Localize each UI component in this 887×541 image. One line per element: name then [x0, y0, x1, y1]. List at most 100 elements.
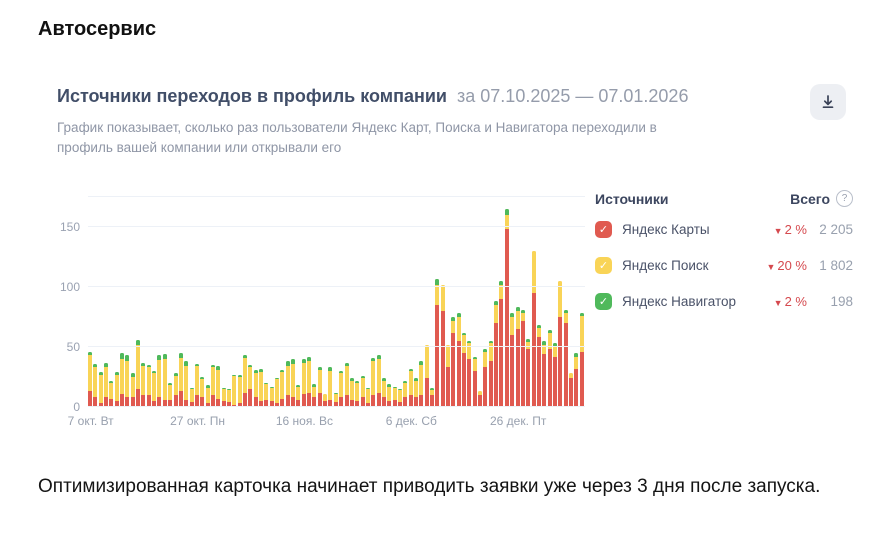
bar-column[interactable] [141, 362, 146, 407]
bar-column[interactable] [109, 380, 114, 407]
bar-column[interactable] [520, 309, 525, 407]
bar-column[interactable] [446, 344, 451, 407]
bar-column[interactable] [397, 389, 402, 407]
bar-column[interactable] [93, 363, 98, 407]
bar-column[interactable] [339, 371, 344, 407]
bar-column[interactable] [462, 332, 467, 407]
bar-column[interactable] [264, 383, 269, 407]
bar-column[interactable] [194, 363, 199, 407]
bar-column[interactable] [184, 361, 189, 407]
bar-column[interactable] [130, 373, 135, 407]
legend-row-1[interactable]: ✓ Яндекс Поиск ▼ 20 % 1 802 [595, 257, 853, 274]
bar-column[interactable] [574, 353, 579, 407]
bar-column[interactable] [579, 313, 584, 407]
bar-column[interactable] [136, 339, 141, 407]
bar-column[interactable] [301, 359, 306, 407]
bar-column[interactable] [371, 357, 376, 407]
bar-column[interactable] [344, 362, 349, 407]
bar-column[interactable] [178, 353, 183, 407]
bar-column[interactable] [376, 355, 381, 407]
bar-column[interactable] [242, 355, 247, 407]
help-icon[interactable]: ? [836, 190, 853, 207]
bar-column[interactable] [355, 380, 360, 407]
bar-column[interactable] [504, 209, 509, 407]
bar-column[interactable] [531, 251, 536, 407]
bar-column[interactable] [98, 372, 103, 407]
bar-column[interactable] [162, 354, 167, 407]
bar-column[interactable] [381, 378, 386, 407]
bar-column[interactable] [200, 377, 205, 407]
bar-column[interactable] [216, 366, 221, 407]
bar-column[interactable] [403, 380, 408, 407]
bar-column[interactable] [440, 284, 445, 407]
bar-column[interactable] [435, 278, 440, 407]
bar-column[interactable] [210, 365, 215, 407]
bar-column[interactable] [456, 313, 461, 407]
bar-column[interactable] [483, 349, 488, 407]
bar-column[interactable] [259, 368, 263, 407]
bar-column[interactable] [189, 387, 194, 407]
bar-column[interactable] [275, 378, 280, 407]
bar-column[interactable] [365, 387, 370, 407]
bar-column[interactable] [558, 281, 563, 407]
bar-column[interactable] [328, 367, 333, 407]
legend-checkbox-icon[interactable]: ✓ [595, 293, 612, 310]
bar-column[interactable] [248, 365, 253, 407]
bar-column[interactable] [88, 351, 92, 407]
bar-column[interactable] [114, 372, 119, 407]
bar-column[interactable] [552, 343, 557, 407]
bar-column[interactable] [510, 313, 515, 407]
bar-column[interactable] [232, 374, 237, 407]
bar-column[interactable] [226, 389, 231, 407]
bar-column[interactable] [387, 384, 392, 407]
legend-row-2[interactable]: ✓ Яндекс Навигатор ▼ 2 % 198 [595, 293, 853, 310]
legend-checkbox-icon[interactable]: ✓ [595, 257, 612, 274]
bar-column[interactable] [296, 385, 301, 407]
bar-column[interactable] [168, 383, 173, 407]
bar-column[interactable] [157, 355, 162, 407]
bar-column[interactable] [269, 386, 274, 407]
bar-column[interactable] [536, 325, 541, 407]
bar-column[interactable] [408, 368, 413, 407]
bar-column[interactable] [221, 387, 226, 407]
bar-column[interactable] [104, 362, 109, 407]
bar-column[interactable] [488, 341, 493, 407]
bar-column[interactable] [323, 393, 328, 407]
bar-column[interactable] [205, 385, 210, 407]
bar-column[interactable] [568, 373, 573, 407]
bar-column[interactable] [430, 387, 434, 407]
legend-row-0[interactable]: ✓ Яндекс Карты ▼ 2 % 2 205 [595, 221, 853, 238]
bar-column[interactable] [478, 391, 483, 407]
bar-column[interactable] [413, 378, 418, 407]
bar-column[interactable] [280, 369, 285, 407]
bar-column[interactable] [360, 375, 365, 407]
bar-column[interactable] [472, 356, 477, 407]
bar-column[interactable] [146, 365, 151, 407]
bar-column[interactable] [333, 392, 338, 407]
bar-column[interactable] [125, 355, 130, 407]
bar-column[interactable] [451, 317, 456, 407]
bar-column[interactable] [285, 361, 290, 407]
bar-column[interactable] [547, 330, 552, 407]
bar-column[interactable] [419, 361, 424, 407]
bar-column[interactable] [392, 386, 397, 407]
bar-column[interactable] [424, 344, 429, 407]
bar-column[interactable] [173, 373, 178, 407]
download-button[interactable] [810, 84, 846, 120]
bar-column[interactable] [317, 367, 322, 407]
bar-column[interactable] [515, 307, 520, 407]
legend-checkbox-icon[interactable]: ✓ [595, 221, 612, 238]
bar-column[interactable] [494, 301, 499, 407]
bar-column[interactable] [253, 369, 258, 407]
bar-column[interactable] [349, 378, 354, 407]
bar-column[interactable] [237, 374, 242, 407]
bar-column[interactable] [307, 356, 312, 407]
bar-column[interactable] [120, 353, 125, 407]
bar-column[interactable] [499, 281, 504, 407]
bar-column[interactable] [291, 359, 296, 407]
bar-column[interactable] [563, 309, 568, 407]
bar-column[interactable] [312, 384, 317, 407]
bar-column[interactable] [526, 338, 531, 407]
bar-column[interactable] [467, 341, 472, 407]
bar-column[interactable] [152, 371, 157, 407]
